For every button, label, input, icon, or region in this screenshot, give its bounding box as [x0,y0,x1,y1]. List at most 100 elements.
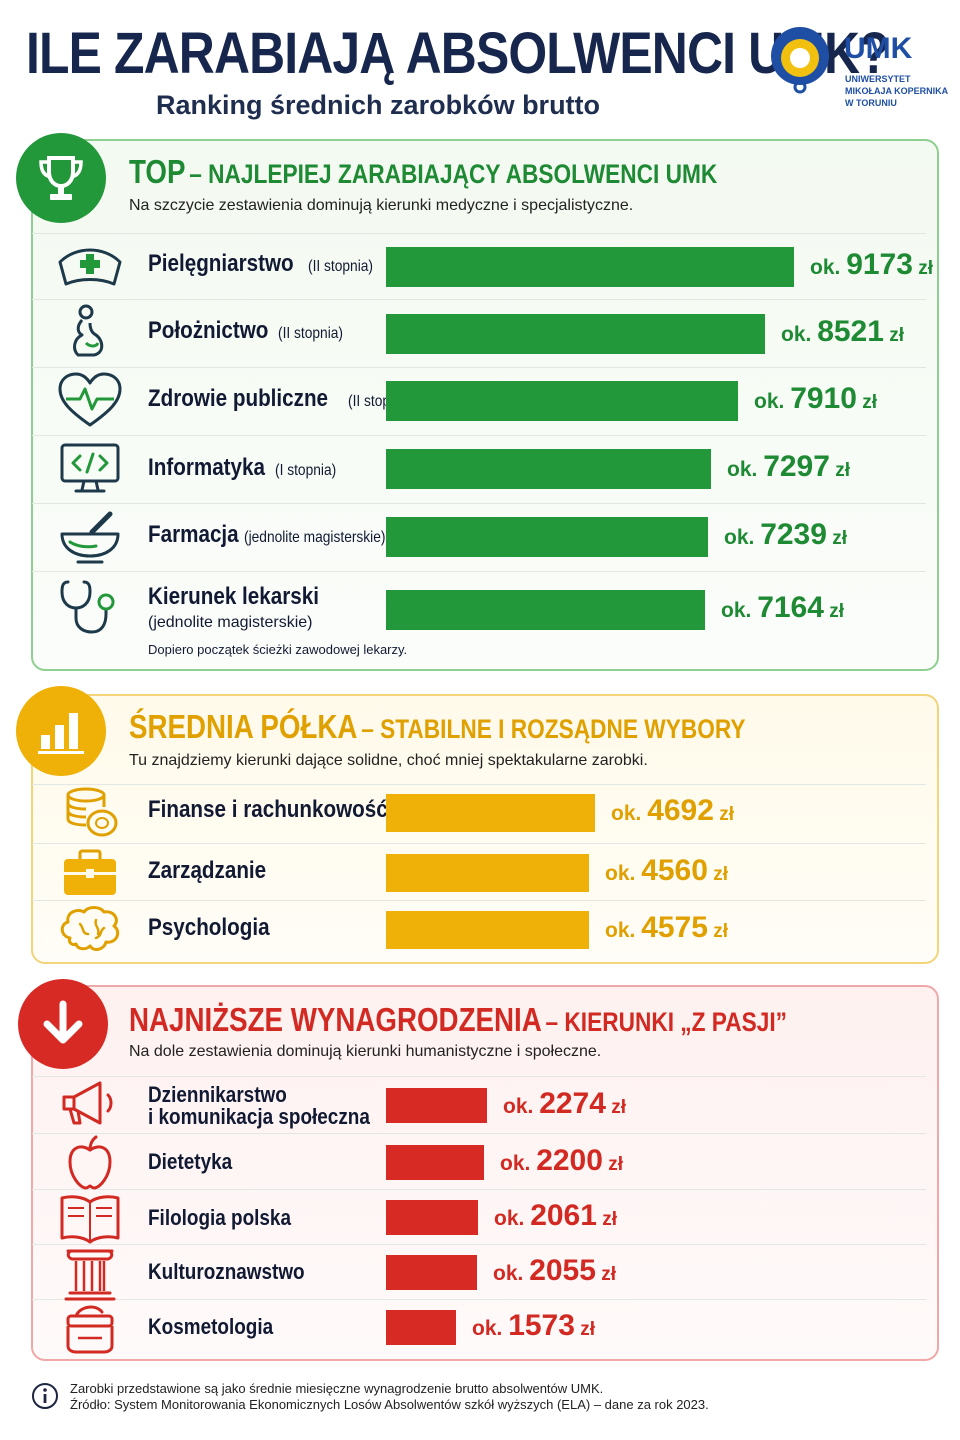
value-number: 2274 [539,1086,606,1120]
top-value-5: ok. 7164 zł [721,591,844,625]
low-bar-0 [386,1088,487,1123]
low-bar-1 [386,1145,484,1180]
section-low-description: Na dole zestawienia dominują kierunki hu… [129,1043,602,1060]
apple-icon [68,1135,112,1190]
low-item-label: Kosmetologia [148,1314,293,1340]
low-item-name-line2: i komunikacja społeczna [148,1104,370,1129]
value-unit: zł [707,921,728,942]
value-unit: zł [829,460,850,481]
footer-source: Źródło: System Monitorowania Ekonomiczny… [70,1397,709,1412]
value-prefix: ok. [781,323,818,346]
low-bar-4 [386,1310,456,1345]
row-divider [32,571,926,572]
top-item-label: Zdrowie publiczne (II stopnia) [148,385,423,413]
umk-emblem-icon [771,27,829,94]
value-number: 4560 [641,854,708,887]
value-unit: zł [856,392,877,413]
section-mid-title-rest: – STABILNE I ROZSĄDNE WYBORY [361,714,746,744]
value-number: 1573 [508,1308,575,1342]
low-item-label: Dietetyka [148,1149,246,1175]
value-prefix: ok. [727,458,764,481]
low-bar-3 [386,1255,477,1290]
value-unit: zł [605,1096,626,1118]
arrow-down-icon [43,1000,83,1044]
footer-note: Zarobki przedstawione są jako średnie mi… [70,1381,604,1396]
section-mid-title: ŚREDNIA PÓŁKA – STABILNE I ROZSĄDNE WYBO… [129,708,746,746]
value-number: 9173 [846,248,913,281]
value-unit: zł [713,804,734,825]
arrow-down-badge [18,979,108,1069]
low-item-label-line2: i komunikacja społeczna [148,1104,406,1130]
top-item-label: Pielęgniarstwo (II stopnia) [148,250,383,278]
top-item-label: Informatyka (I stopnia) [148,454,346,482]
value-unit: zł [823,601,844,622]
row-divider [32,503,926,504]
top-bar-0 [386,247,794,287]
mid-item-label: Zarządzanie [148,857,285,885]
section-top-title-main: TOP [129,153,186,190]
low-item-name: Kosmetologia [148,1314,274,1339]
value-number: 7297 [763,450,830,483]
top-value-1: ok. 8521 zł [781,315,904,349]
section-top-title-rest: – NAJLEPIEJ ZARABIAJĄCY ABSOLWENCI UMK [189,159,718,189]
section-top-title: TOP – NAJLEPIEJ ZARABIAJĄCY ABSOLWENCI U… [129,153,717,191]
mid-item-name: Psychologia [148,914,270,941]
briefcase-icon [64,849,116,895]
row-divider [32,784,926,785]
low-value-3: ok. 2055 zł [493,1254,616,1288]
mid-item-name: Finanse i rachunkowość [148,796,388,823]
value-unit: zł [574,1318,595,1340]
bar-chart-badge [16,686,106,776]
top-item-label: Farmacja (jednolite magisterskie) [148,521,408,549]
mid-bar-1 [386,854,589,892]
value-number: 2055 [529,1253,596,1287]
low-item-label: Kulturoznawstwo [148,1259,330,1285]
nurse-cap-icon [58,248,122,286]
logo-name: UMK [844,32,913,65]
logo-line-3: W TORUNIU [845,98,897,108]
top-item-note: (II stopnia) [307,258,373,275]
top-value-3: ok. 7297 zł [727,450,850,484]
section-mid-title-main: ŚREDNIA PÓŁKA [129,708,358,745]
top-value-4: ok. 7239 zł [724,518,847,552]
section-top-description: Na szczycie zestawienia dominują kierunk… [129,197,634,214]
trophy-badge [16,133,106,223]
top-bar-4 [386,517,708,557]
top-item-name: Zdrowie publiczne [148,385,329,412]
stethoscope-icon [60,580,115,634]
value-prefix: ok. [472,1316,509,1340]
section-low [31,985,939,1361]
low-value-4: ok. 1573 zł [472,1309,595,1343]
mid-value-0: ok. 4692 zł [611,794,734,828]
low-item-name: Kulturoznawstwo [148,1259,305,1284]
top-item-note: (jednolite magisterskie) [243,529,386,546]
value-unit: zł [596,1208,617,1230]
top-item-name: Farmacja [148,521,239,548]
value-unit: zł [826,528,847,549]
page-subtitle: Ranking średnich zarobków brutto [156,90,601,120]
row-divider [32,299,926,300]
row-divider [32,435,926,436]
low-value-1: ok. 2200 zł [500,1144,623,1178]
top-item-name: Pielęgniarstwo [148,250,294,277]
section-low-title-main: NAJNIŻSZE WYNAGRODZENIA [129,1001,542,1038]
value-prefix: ok. [605,919,642,942]
info-icon [32,1383,58,1409]
low-value-0: ok. 2274 zł [503,1087,626,1121]
megaphone-icon [62,1081,113,1125]
value-number: 8521 [817,315,884,348]
value-number: 7239 [760,518,827,551]
mid-value-2: ok. 4575 zł [605,911,728,945]
top-item-note: (jednolite magisterskie) [148,614,313,631]
top-item-note: (I stopnia) [274,462,336,479]
top-item-note: (II stopnia) [278,325,344,342]
row-divider [32,900,926,901]
section-low-title-rest: – KIERUNKI „Z PASJI” [545,1007,788,1037]
value-prefix: ok. [494,1206,531,1230]
value-prefix: ok. [611,802,648,825]
umk-logo: UMK UNIWERSYTET MIKOŁAJA KOPERNIKA W TOR… [768,24,953,114]
top-bar-3 [386,449,711,489]
mid-bar-0 [386,794,595,832]
logo-line-1: UNIWERSYTET [845,74,911,84]
open-book-icon [60,1195,120,1244]
